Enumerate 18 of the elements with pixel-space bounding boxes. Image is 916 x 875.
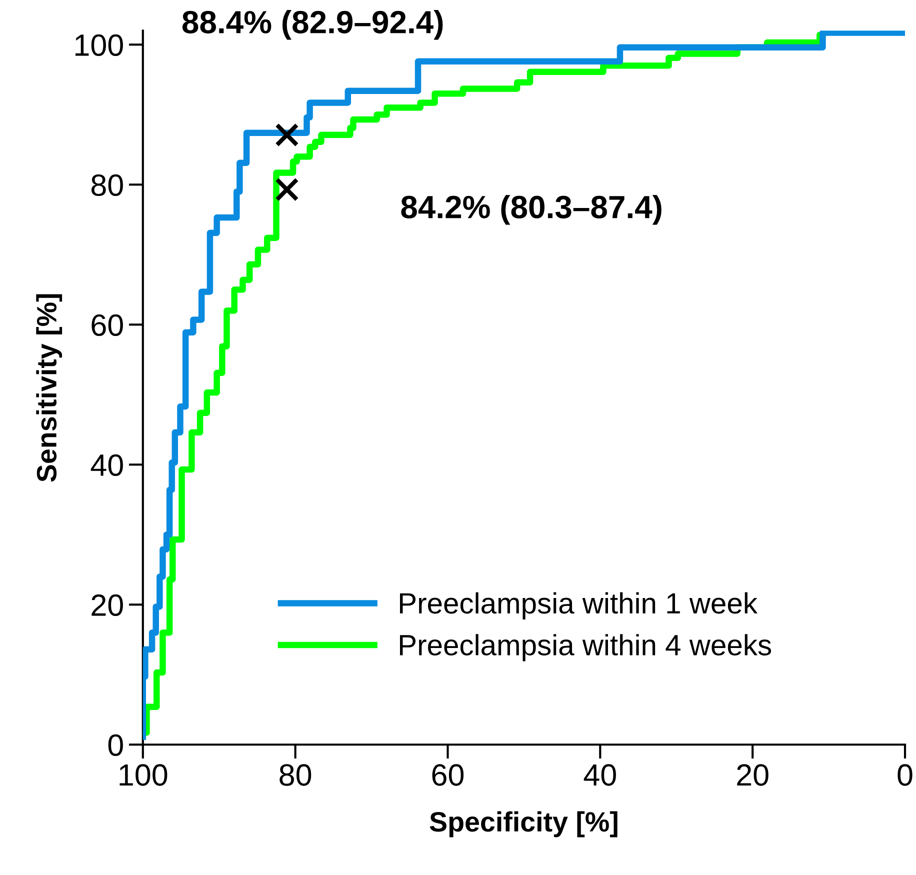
y-tick-label: 80: [91, 174, 123, 196]
annotation: 88.4% (82.9–92.4): [182, 10, 443, 40]
y-tick-label: 60: [92, 314, 123, 336]
x-tick-label: 100: [120, 764, 168, 786]
x-tick-label: 20: [737, 764, 768, 786]
annotation: 84.2% (80.3–87.4): [401, 194, 662, 225]
y-axis-title: Sensitivity [%]: [36, 294, 62, 482]
x-tick-label: 0: [898, 764, 912, 786]
legend-label: Preeclampsia within 1 week: [400, 592, 758, 620]
y-tick-label: 100: [76, 34, 123, 56]
y-tick-label: 0: [108, 734, 123, 756]
x-tick-label: 80: [280, 764, 312, 786]
y-tick-label: 20: [92, 594, 123, 616]
x-axis-title: Specificity [%]: [430, 811, 618, 838]
x-tick-label: 60: [432, 764, 464, 786]
x-tick-label: 40: [584, 764, 616, 786]
y-tick-label: 40: [90, 454, 123, 476]
legend-label: Preeclampsia within 4 weeks: [400, 634, 772, 662]
